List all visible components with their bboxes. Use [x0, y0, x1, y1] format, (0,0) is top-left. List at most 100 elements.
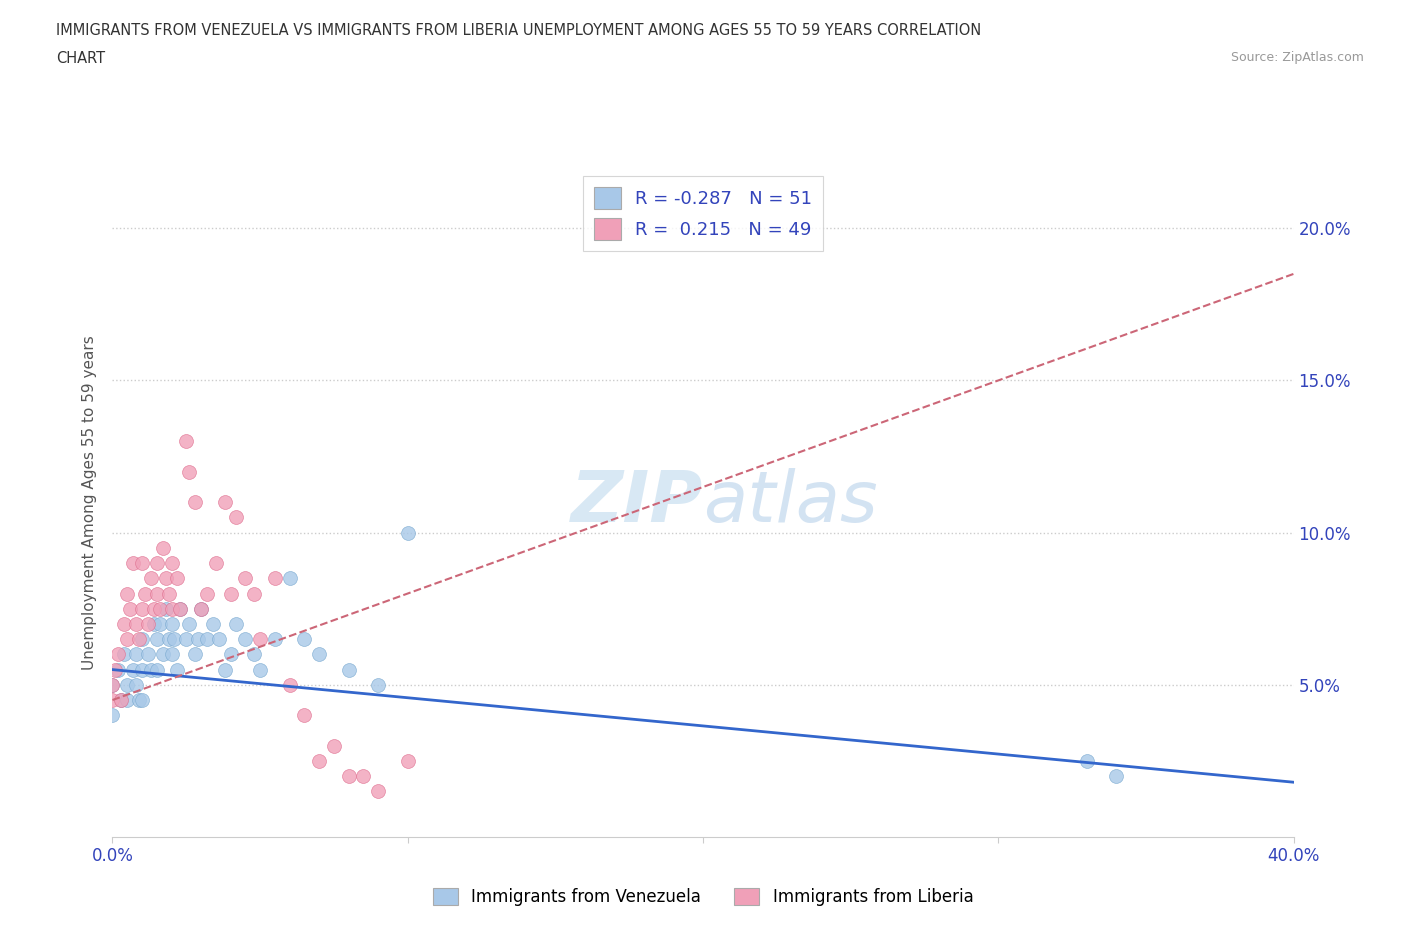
- Point: [214, 495, 236, 510]
- Point: [225, 617, 247, 631]
- Point: [139, 571, 162, 586]
- Point: [225, 510, 247, 525]
- Point: [155, 602, 177, 617]
- Point: [160, 617, 183, 631]
- Point: [201, 617, 224, 631]
- Point: [146, 662, 169, 677]
- Point: [149, 617, 172, 631]
- Point: [396, 753, 419, 768]
- Legend: Immigrants from Venezuela, Immigrants from Liberia: Immigrants from Venezuela, Immigrants fr…: [426, 881, 980, 912]
- Point: [208, 631, 231, 646]
- Point: [396, 525, 419, 540]
- Point: [117, 677, 138, 692]
- Point: [190, 602, 212, 617]
- Point: [187, 631, 209, 646]
- Point: [136, 647, 159, 662]
- Point: [1105, 769, 1128, 784]
- Point: [166, 571, 188, 586]
- Point: [160, 647, 183, 662]
- Point: [101, 677, 124, 692]
- Point: [352, 769, 374, 784]
- Point: [117, 631, 138, 646]
- Point: [107, 662, 129, 677]
- Point: [146, 555, 169, 570]
- Legend: R = -0.287   N = 51, R =  0.215   N = 49: R = -0.287 N = 51, R = 0.215 N = 49: [583, 177, 823, 251]
- Point: [219, 647, 242, 662]
- Point: [101, 708, 124, 723]
- Point: [179, 464, 201, 479]
- Point: [249, 631, 271, 646]
- Point: [101, 677, 124, 692]
- Point: [169, 602, 191, 617]
- Point: [243, 647, 266, 662]
- Point: [101, 693, 124, 708]
- Point: [184, 647, 207, 662]
- Point: [233, 571, 256, 586]
- Point: [107, 647, 129, 662]
- Point: [122, 662, 145, 677]
- Point: [166, 662, 188, 677]
- Text: IMMIGRANTS FROM VENEZUELA VS IMMIGRANTS FROM LIBERIA UNEMPLOYMENT AMONG AGES 55 : IMMIGRANTS FROM VENEZUELA VS IMMIGRANTS …: [56, 23, 981, 38]
- Text: CHART: CHART: [56, 51, 105, 66]
- Point: [131, 662, 153, 677]
- Point: [292, 631, 315, 646]
- Point: [174, 434, 197, 449]
- Point: [112, 647, 135, 662]
- Point: [249, 662, 271, 677]
- Point: [264, 571, 287, 586]
- Point: [278, 571, 301, 586]
- Point: [142, 602, 165, 617]
- Point: [152, 647, 174, 662]
- Text: ZIP: ZIP: [571, 468, 703, 537]
- Point: [233, 631, 256, 646]
- Point: [110, 693, 132, 708]
- Point: [134, 586, 156, 601]
- Point: [308, 753, 330, 768]
- Point: [1076, 753, 1098, 768]
- Point: [367, 784, 389, 799]
- Point: [190, 602, 212, 617]
- Point: [155, 571, 177, 586]
- Point: [278, 677, 301, 692]
- Point: [136, 617, 159, 631]
- Point: [122, 555, 145, 570]
- Point: [169, 602, 191, 617]
- Point: [146, 586, 169, 601]
- Point: [157, 586, 180, 601]
- Text: atlas: atlas: [703, 468, 877, 537]
- Point: [131, 555, 153, 570]
- Point: [104, 662, 127, 677]
- Point: [149, 602, 172, 617]
- Point: [128, 693, 150, 708]
- Point: [195, 631, 218, 646]
- Y-axis label: Unemployment Among Ages 55 to 59 years: Unemployment Among Ages 55 to 59 years: [82, 335, 97, 670]
- Point: [110, 693, 132, 708]
- Point: [146, 631, 169, 646]
- Point: [131, 602, 153, 617]
- Point: [337, 662, 360, 677]
- Point: [131, 631, 153, 646]
- Point: [184, 495, 207, 510]
- Point: [142, 617, 165, 631]
- Point: [112, 617, 135, 631]
- Point: [367, 677, 389, 692]
- Point: [174, 631, 197, 646]
- Point: [292, 708, 315, 723]
- Point: [125, 617, 148, 631]
- Point: [152, 540, 174, 555]
- Point: [214, 662, 236, 677]
- Point: [308, 647, 330, 662]
- Point: [125, 647, 148, 662]
- Text: Source: ZipAtlas.com: Source: ZipAtlas.com: [1230, 51, 1364, 64]
- Point: [160, 602, 183, 617]
- Point: [219, 586, 242, 601]
- Point: [179, 617, 201, 631]
- Point: [157, 631, 180, 646]
- Point: [117, 693, 138, 708]
- Point: [163, 631, 186, 646]
- Point: [243, 586, 266, 601]
- Point: [337, 769, 360, 784]
- Point: [139, 662, 162, 677]
- Point: [128, 631, 150, 646]
- Point: [160, 555, 183, 570]
